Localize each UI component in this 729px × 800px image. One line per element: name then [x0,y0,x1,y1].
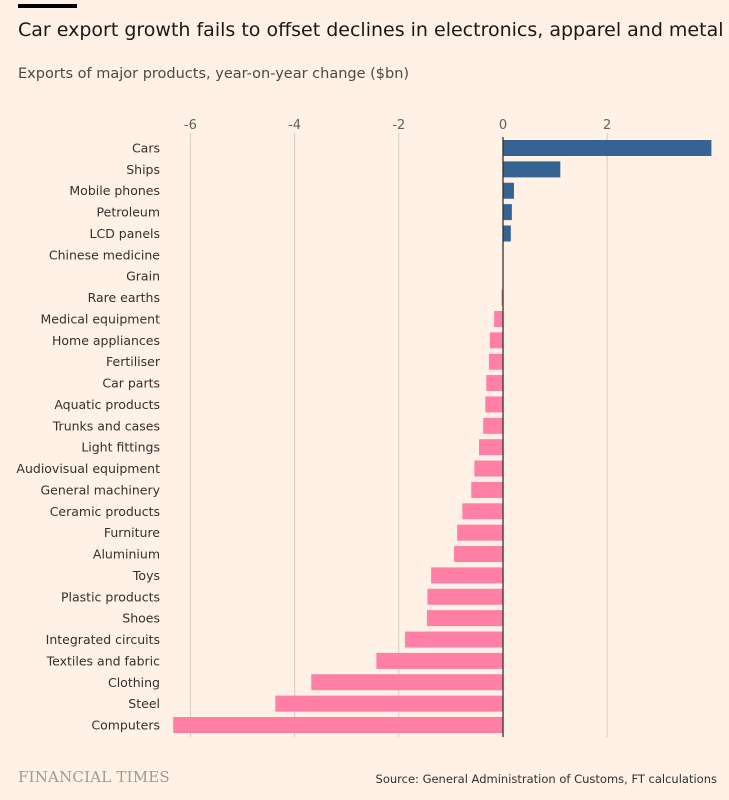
bar-light-fittings [479,439,503,456]
x-tick-label: 2 [603,118,611,133]
bar-car-parts [486,375,503,392]
category-label: Rare earths [88,290,160,305]
category-label: Petroleum [97,205,160,220]
x-tick-label: -2 [392,118,405,133]
bar-mobile-phones [503,182,514,199]
bar-trunks-and-cases [483,417,503,434]
bar-home-appliances [489,332,503,349]
x-tick-label: -4 [288,118,301,133]
bar-petroleum [503,204,512,221]
category-label: Home appliances [52,333,160,348]
category-label: General machinery [41,482,161,497]
bar-plastic-products [427,588,503,605]
category-label: Light fittings [81,440,160,455]
category-label: Furniture [104,525,160,540]
bar-computers [173,716,503,733]
category-label: Textiles and fabric [46,653,161,668]
category-label: Medical equipment [40,311,160,326]
bar-textiles-and-fabric [376,652,503,669]
category-label: Aquatic products [54,397,160,412]
bar-general-machinery [471,481,503,498]
bar-aluminium [454,546,503,563]
bar-shoes [426,610,503,627]
bar-aquatic-products [485,396,503,413]
bar-ships [503,161,561,178]
bar-medical-equipment [494,310,503,327]
category-label: Plastic products [61,589,160,604]
category-label: Fertiliser [106,354,161,369]
chart-subtitle: Exports of major products, year-on-year … [18,66,410,82]
category-label: Steel [128,696,160,711]
bar-audiovisual-equipment [474,460,503,477]
category-label: LCD panels [90,226,160,241]
bar-clothing [311,674,503,691]
bar-fertiliser [488,353,503,370]
category-label: Aluminium [93,547,160,562]
category-label: Toys [132,568,160,583]
chart-title: Car export growth fails to offset declin… [18,19,724,41]
category-label: Mobile phones [69,183,160,198]
bar-rare-earths [501,289,503,306]
category-label: Clothing [108,675,160,690]
ft-logo: FINANCIAL TIMES [18,768,170,786]
category-label: Integrated circuits [46,632,160,647]
source-note: Source: General Administration of Custom… [375,772,717,786]
bar-cars [503,140,712,156]
x-tick-label: 0 [499,118,507,133]
category-label: Car parts [102,376,160,391]
category-label: Grain [126,269,160,284]
bar-steel [275,695,503,712]
category-label: Chinese medicine [49,247,160,262]
category-label: Cars [132,141,160,156]
ft-top-bar [18,4,77,8]
category-label: Computers [91,717,160,732]
bar-ceramic-products [462,503,503,520]
category-label: Ceramic products [50,504,160,519]
category-label: Shoes [122,611,160,626]
category-label: Ships [126,162,160,177]
x-tick-label: -6 [184,118,197,133]
bar-furniture [457,524,503,541]
bar-integrated-circuits [405,631,503,648]
bar-toys [431,567,503,584]
bar-lcd-panels [503,225,511,242]
category-label: Trunks and cases [52,418,160,433]
category-label: Audiovisual equipment [16,461,160,476]
